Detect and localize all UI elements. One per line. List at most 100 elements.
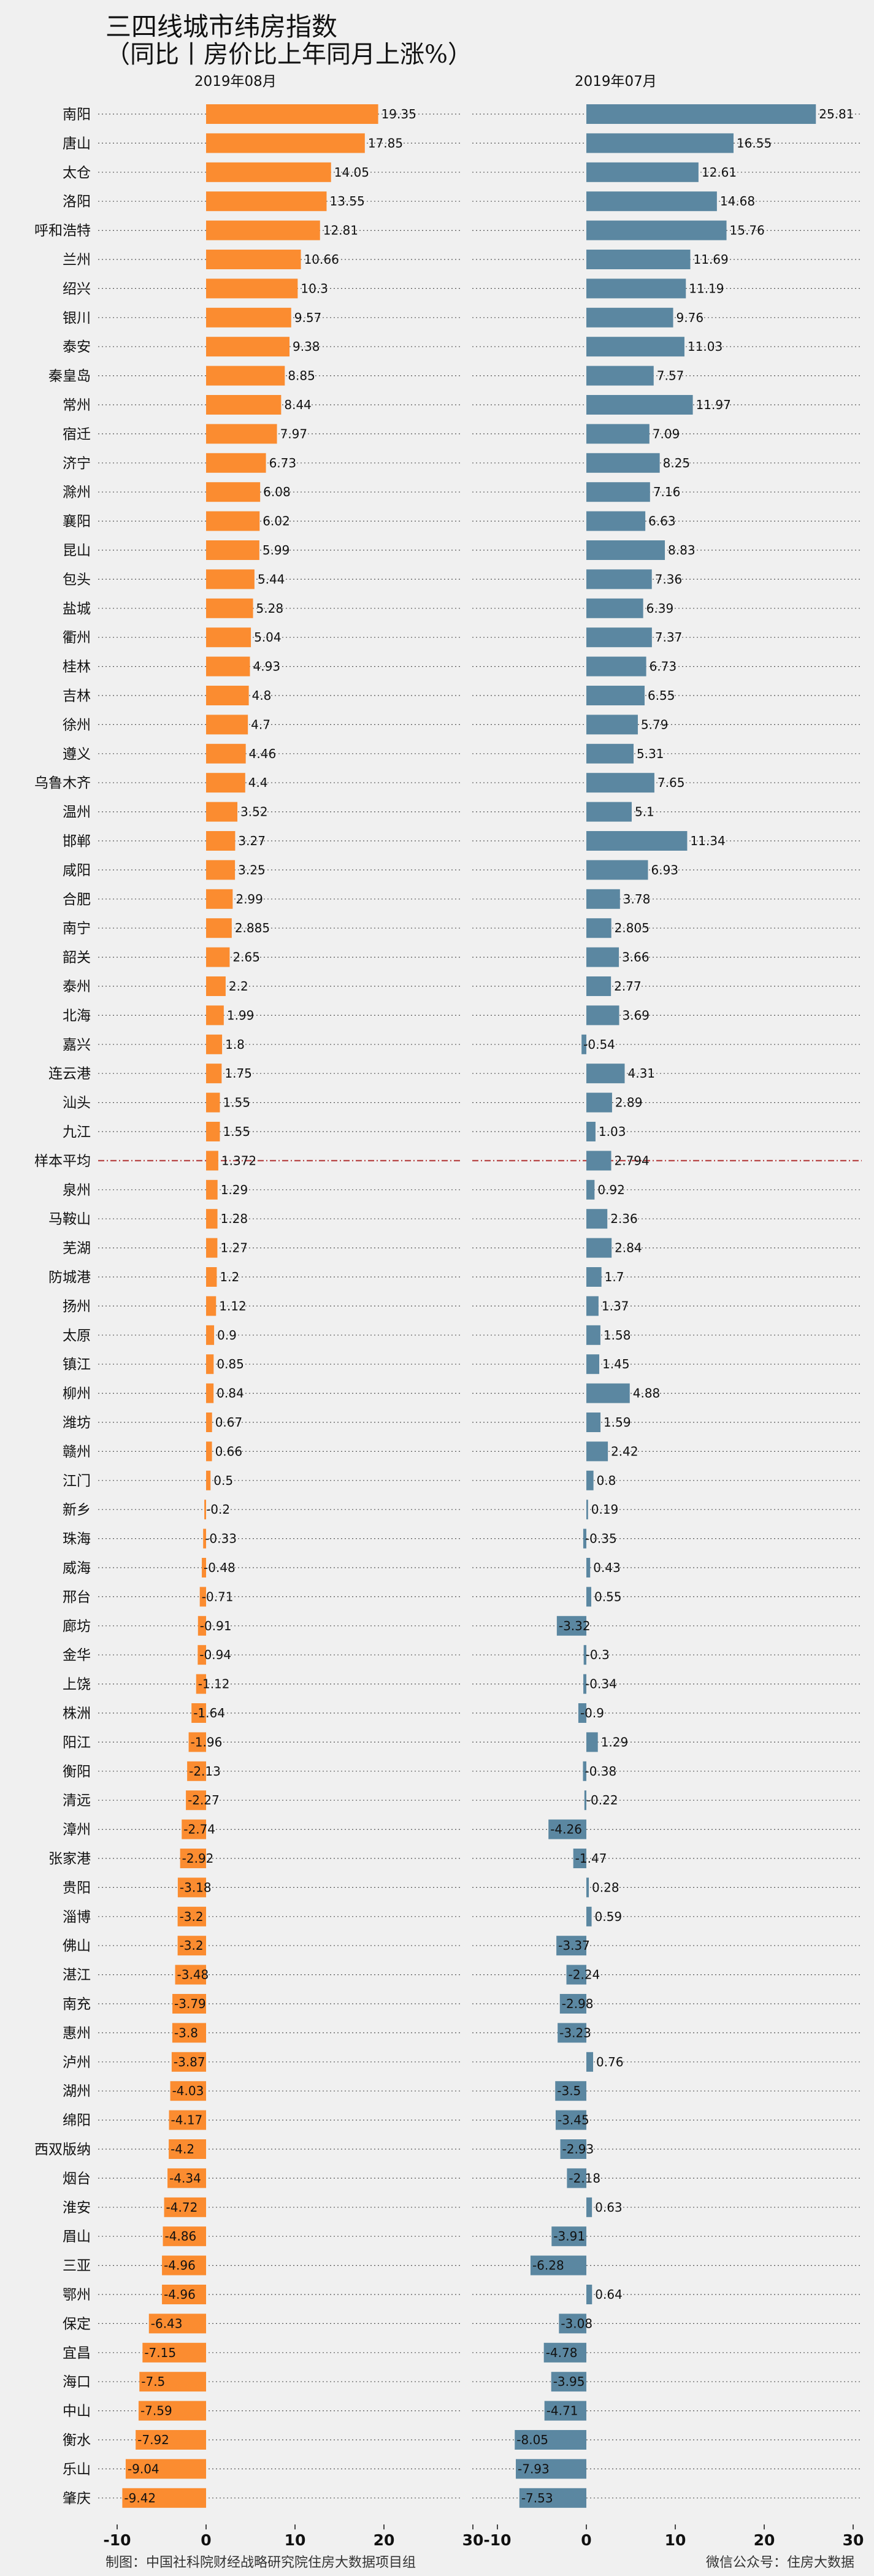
- data-label: -3.87: [174, 2055, 205, 2069]
- bar: [186, 1790, 206, 1811]
- data-label: 11.97: [696, 397, 731, 412]
- data-label: -3.48: [177, 1968, 209, 1982]
- data-label: 11.34: [690, 834, 725, 848]
- data-label: 2.99: [236, 892, 263, 907]
- bar: [586, 1005, 619, 1025]
- tick-label: 10: [285, 2531, 306, 2549]
- city-label: 上饶: [63, 1677, 91, 1693]
- bar: [556, 1616, 586, 1636]
- data-label: 12.81: [323, 223, 358, 238]
- data-label: -3.95: [553, 2374, 585, 2389]
- data-label: 16.55: [737, 136, 772, 150]
- data-label: -7.5: [141, 2374, 165, 2389]
- bar: [191, 1703, 206, 1723]
- city-label: 芜湖: [63, 1241, 91, 1257]
- data-label: 25.81: [819, 107, 854, 121]
- bar: [206, 1325, 215, 1345]
- bar: [515, 2430, 586, 2450]
- city-label: 银川: [63, 310, 91, 326]
- city-label: 三亚: [63, 2258, 91, 2274]
- city-label: 唐山: [63, 136, 91, 151]
- city-label: 遵义: [63, 746, 91, 762]
- city-label: 威海: [63, 1560, 91, 1576]
- data-label: -3.08: [561, 2316, 592, 2331]
- data-label: 1.59: [604, 1415, 631, 1430]
- bar: [584, 1790, 586, 1811]
- data-label: 9.38: [293, 339, 320, 354]
- city-label: 株洲: [63, 1706, 91, 1722]
- data-label: -4.34: [169, 2171, 201, 2185]
- city-label: 珠海: [63, 1531, 91, 1547]
- data-label: 5.28: [256, 601, 284, 616]
- bar: [556, 1936, 586, 1956]
- city-label: 邢台: [63, 1589, 91, 1605]
- tick-label: -10: [483, 2531, 511, 2549]
- page-title: 三四线城市纬房指数: [105, 12, 338, 42]
- tick-label: -10: [103, 2531, 131, 2549]
- bar: [586, 1558, 591, 1577]
- data-label: -4.86: [165, 2229, 197, 2244]
- city-label: 鄂州: [63, 2287, 91, 2303]
- city-label: 吉林: [63, 688, 91, 704]
- data-label: 7.57: [657, 369, 684, 383]
- data-label: -3.2: [180, 1909, 204, 1924]
- bar: [206, 773, 245, 793]
- bar: [586, 278, 686, 299]
- data-label: 1.99: [227, 1008, 255, 1022]
- data-label: 0.43: [593, 1560, 621, 1575]
- city-label: 漳州: [63, 1822, 91, 1838]
- data-label: 0.92: [597, 1183, 625, 1197]
- data-label: -0.91: [200, 1619, 232, 1633]
- bar: [586, 1413, 601, 1432]
- data-label: 6.08: [263, 485, 291, 499]
- bar: [586, 1064, 625, 1084]
- data-label: 1.29: [221, 1183, 248, 1197]
- bar: [206, 1267, 217, 1287]
- city-label: 襄阳: [63, 514, 91, 530]
- bar: [206, 1179, 218, 1200]
- city-label: 佛山: [63, 1938, 91, 1954]
- city-label: 泰州: [63, 979, 91, 995]
- bar: [204, 1500, 206, 1520]
- bar: [187, 1761, 206, 1781]
- data-label: 9.57: [294, 310, 322, 325]
- data-label: 2.42: [611, 1444, 638, 1459]
- bar: [586, 686, 645, 705]
- data-label: 1.372: [221, 1153, 256, 1168]
- bar: [567, 2168, 586, 2188]
- data-label: 1.03: [599, 1124, 626, 1139]
- data-label: -4.96: [164, 2287, 196, 2302]
- bar: [555, 2110, 586, 2130]
- city-label: 张家港: [48, 1851, 91, 1867]
- city-label: 赣州: [63, 1444, 91, 1460]
- bar: [206, 889, 233, 909]
- data-label: -3.8: [174, 2025, 198, 2040]
- data-label: 1.55: [223, 1124, 250, 1139]
- bar: [169, 2139, 206, 2159]
- data-label: 3.52: [240, 805, 268, 819]
- city-label: 海口: [63, 2374, 91, 2390]
- bar: [586, 453, 660, 473]
- city-label: 秦皇岛: [48, 369, 91, 385]
- city-label: 镇江: [63, 1357, 91, 1373]
- bar: [586, 1500, 588, 1520]
- bar: [586, 802, 632, 822]
- data-label: 0.28: [592, 1880, 619, 1895]
- data-label: -3.32: [559, 1619, 591, 1633]
- data-label: 2.36: [610, 1211, 638, 1226]
- bar: [206, 1470, 211, 1490]
- data-label: -2.18: [569, 2171, 600, 2185]
- bar: [586, 104, 816, 124]
- bar: [586, 2052, 594, 2072]
- bar: [206, 656, 250, 677]
- city-label: 样本平均: [34, 1153, 91, 1169]
- bar: [206, 540, 259, 560]
- bar: [206, 802, 238, 822]
- bar: [206, 598, 253, 618]
- bar: [583, 1645, 586, 1665]
- data-label: 6.93: [651, 862, 678, 877]
- city-label: 韶关: [63, 950, 91, 966]
- data-label: -0.2: [206, 1502, 230, 1517]
- data-label: 4.7: [251, 717, 270, 732]
- data-label: -9.42: [124, 2491, 156, 2505]
